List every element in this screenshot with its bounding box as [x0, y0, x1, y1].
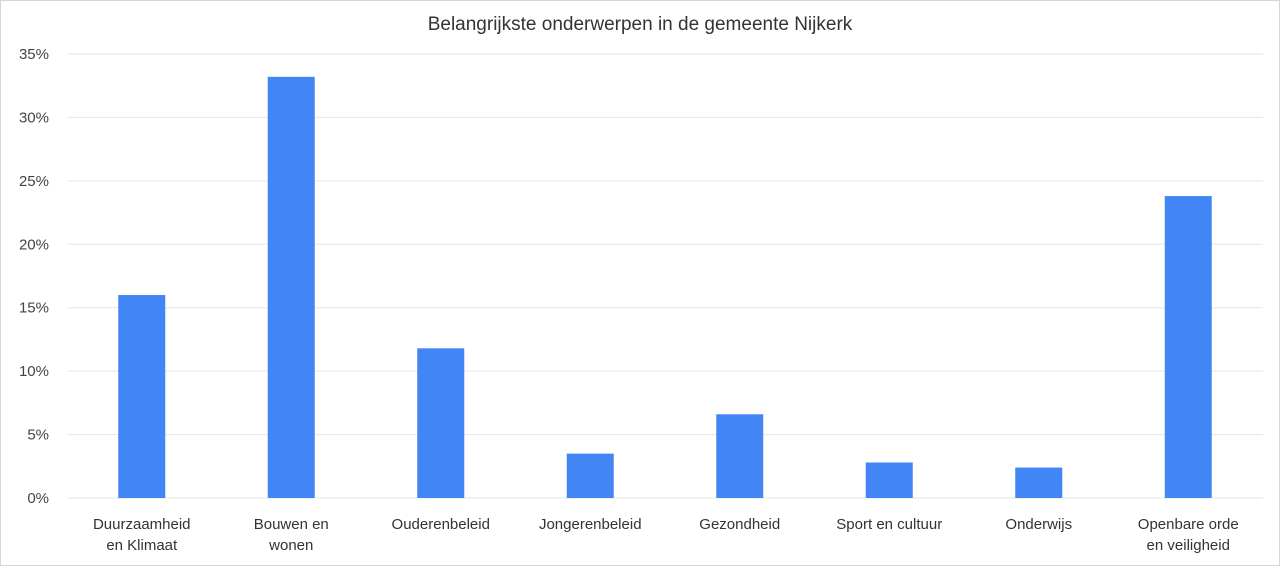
y-tick-label: 0%	[27, 490, 49, 507]
x-category-label: en Klimaat	[106, 537, 178, 554]
y-tick-label: 35%	[19, 46, 49, 63]
bars	[118, 76, 1212, 498]
x-category-label: Openbare orde	[1138, 516, 1239, 533]
gridlines	[67, 53, 1263, 499]
bar	[716, 414, 764, 498]
bar	[118, 295, 166, 498]
bar	[1015, 467, 1063, 498]
chart-title: Belangrijkste onderwerpen in de gemeente…	[428, 14, 853, 35]
y-axis-ticks: 0% 5% 10% 15% 20% 25% 30% 35%	[19, 46, 49, 507]
y-tick-label: 20%	[19, 236, 49, 253]
y-tick-label: 30%	[19, 109, 49, 126]
x-category-label: Jongerenbeleid	[539, 516, 642, 533]
x-category-label: Sport en cultuur	[836, 516, 942, 533]
bar	[267, 76, 315, 498]
x-category-label: wonen	[268, 537, 313, 554]
y-tick-label: 15%	[19, 300, 49, 317]
bar	[417, 348, 465, 498]
bar	[566, 453, 614, 498]
y-tick-label: 5%	[27, 427, 49, 444]
y-tick-label: 10%	[19, 363, 49, 380]
x-axis-labels: Duurzaamheid en Klimaat Bouwen en wonen Oude…	[93, 516, 1239, 554]
x-category-label: Ouderenbeleid	[392, 516, 490, 533]
x-category-label: Gezondheid	[699, 516, 780, 533]
bar	[865, 462, 913, 498]
x-category-label: en veiligheid	[1147, 537, 1230, 554]
y-tick-label: 25%	[19, 173, 49, 190]
x-category-label: Bouwen en	[254, 516, 329, 533]
x-category-label: Onderwijs	[1005, 516, 1072, 533]
x-category-label: Duurzaamheid	[93, 516, 191, 533]
bar	[1164, 196, 1212, 498]
